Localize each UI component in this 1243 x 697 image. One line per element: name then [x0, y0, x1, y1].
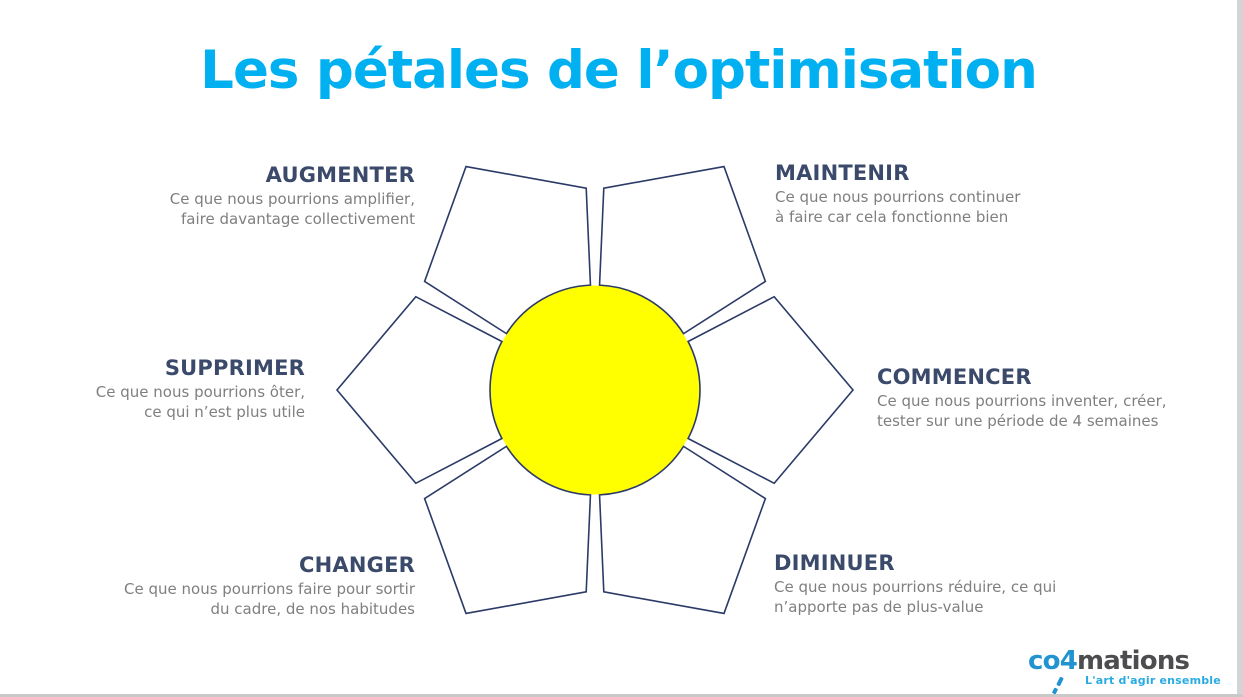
petal-shape-diminuer — [598, 445, 767, 615]
petal-label-augmenter: AUGMENTER Ce que nous pourrions amplifie… — [170, 163, 415, 229]
logo-numeral: 4 — [1059, 646, 1078, 676]
petal-label-maintenir: MAINTENIR Ce que nous pourrions continue… — [775, 161, 1020, 227]
petal-desc-line: Ce que nous pourrions continuer — [775, 188, 1021, 207]
petal-heading: SUPPRIMER — [164, 356, 305, 380]
petal-desc-line: ce qui n’est plus utile — [144, 402, 305, 421]
petal-heading: MAINTENIR — [775, 161, 910, 185]
logo-slash-icon — [1056, 676, 1064, 687]
petal-desc-line: Ce que nous pourrions inventer, créer, — [877, 392, 1167, 411]
petal-label-changer: CHANGER Ce que nous pourrions faire pour… — [124, 553, 415, 619]
petal-desc-line: faire davantage collectivement — [181, 209, 415, 228]
petal-shape-supprimer — [335, 295, 503, 485]
logo-wordmark: co4mations — [1028, 648, 1198, 674]
co4mations-logo: co4mations L'art d'agir ensemble — [1028, 648, 1221, 695]
page-title: Les pétales de l’optimisation — [200, 40, 1038, 101]
logo-suffix: mations — [1076, 646, 1190, 676]
petal-shape-changer — [423, 445, 592, 615]
petal-desc-line: du cadre, de nos habitudes — [210, 599, 416, 618]
petal-desc-line: Ce que nous pourrions ôter, — [95, 383, 305, 402]
logo-prefix: co — [1028, 646, 1060, 676]
petal-heading: COMMENCER — [877, 365, 1032, 389]
petal-desc-line: Ce que nous pourrions amplifier, — [169, 190, 415, 209]
petal-shape-maintenir — [598, 165, 767, 335]
logo-tagline: L'art d'agir ensemble — [1085, 674, 1221, 687]
petal-heading: CHANGER — [299, 553, 415, 577]
petal-shape-augmenter — [423, 165, 592, 335]
petal-desc-line: n’apporte pas de plus-value — [774, 597, 984, 616]
slide-bottom-edge — [0, 694, 1243, 697]
petal-heading: DIMINUER — [774, 551, 895, 575]
petal-desc-line: Ce que nous pourrions faire pour sortir — [124, 580, 415, 599]
petal-label-supprimer: SUPPRIMER Ce que nous pourrions ôter, ce… — [96, 356, 305, 422]
slide-right-edge — [1237, 0, 1243, 697]
petal-shape-commencer — [687, 295, 855, 485]
petal-heading: AUGMENTER — [265, 163, 415, 187]
petal-label-commencer: COMMENCER Ce que nous pourrions inventer… — [877, 365, 1167, 431]
petal-label-diminuer: DIMINUER Ce que nous pourrions réduire, … — [774, 551, 1056, 617]
petal-desc-line: à faire car cela fonctionne bien — [775, 207, 1009, 226]
petal-desc-line: tester sur une période de 4 semaines — [877, 411, 1159, 430]
petal-desc-line: Ce que nous pourrions réduire, ce qui — [774, 578, 1057, 597]
flower-center-circle — [490, 285, 700, 495]
